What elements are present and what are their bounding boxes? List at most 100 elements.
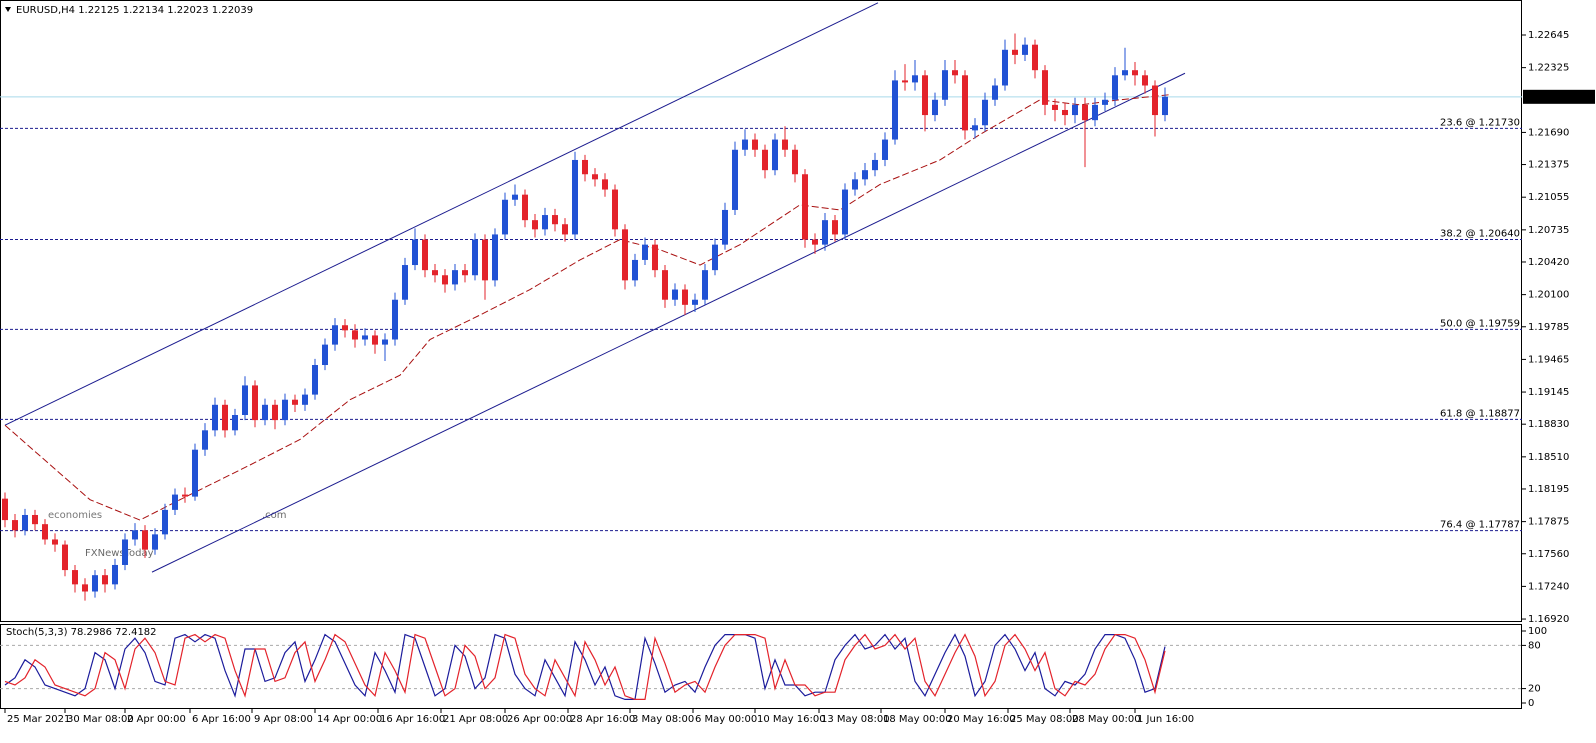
candle-body [1022,44,1028,55]
candle-body [232,415,238,431]
candle-body [832,220,838,235]
candle-body [1012,49,1018,55]
y-tick-label: 1.21375 [1528,160,1569,171]
candle-body [752,139,758,150]
header-arrow [5,7,11,12]
x-tick-label: 25 May 08:00 [1010,714,1079,725]
candle-body [1062,109,1068,116]
candle-body [592,174,598,180]
candle-body [132,530,138,540]
candle-body [1042,70,1048,105]
x-tick-label: 6 May 00:00 [695,714,757,725]
candle-body [742,139,748,150]
trend-line [4,2,879,426]
candle-body [932,99,938,116]
main-pane-frame [0,0,1522,622]
stoch-pane-frame [0,624,1522,709]
candle-body [412,239,418,266]
candle-body [202,430,208,450]
candle-body [2,498,8,521]
y-tick-label: 1.18195 [1528,484,1569,495]
candle-body [692,299,698,305]
y-tick-label: 100 [1528,626,1547,637]
x-tick-label: 16 Apr 16:00 [380,714,445,725]
y-tick-label: 1.22325 [1528,63,1569,74]
candle-body [852,179,858,190]
level-label: 23.6 @ 1.21730 [1440,117,1520,128]
candle-body [1002,49,1008,86]
candle-body [352,330,358,340]
candle-body [1102,99,1108,105]
candle-body [192,449,198,497]
candle-body [702,270,708,300]
x-tick-label: 25 Mar 2021 [7,714,70,725]
candle-body [1112,75,1118,100]
candle-body [772,139,778,171]
y-tick-label: 1.18830 [1528,419,1569,430]
candle-body [952,70,958,76]
candle-body [92,575,98,592]
y-tick-label: 80 [1528,640,1541,651]
y-tick-label: 1.21055 [1528,192,1569,203]
stoch-line [4,633,1166,701]
candle-body [682,289,688,305]
candle-body [332,325,338,345]
candle-body [672,289,678,300]
candle-body [902,80,908,83]
candle-body [1122,70,1128,76]
candle-body [402,265,408,300]
candle-body [222,404,228,431]
candle-body [792,149,798,175]
chart-title: EURUSD,H4 1.22125 1.22134 1.22023 1.2203… [16,5,253,16]
candle-body [252,385,258,421]
y-tick-label: 1.21690 [1528,127,1569,138]
candle-body [272,404,278,421]
y-tick-label: 1.22645 [1528,30,1569,41]
candle-body [812,239,818,245]
candle-body [552,215,558,225]
candle-body [1092,104,1098,121]
candle-body [1162,96,1168,116]
candle-body [22,514,28,531]
y-tick-label: 0 [1528,698,1534,709]
watermark-text: .com [262,510,287,521]
y-tick-label: 1.18510 [1528,452,1569,463]
candle-body [212,404,218,431]
y-tick-label: 1.17560 [1528,549,1569,560]
x-tick-label: 9 Apr 08:00 [254,714,313,725]
candle-body [42,524,48,540]
candle-body [512,194,518,200]
candle-body [392,299,398,340]
stoch-line [4,633,1166,701]
level-label: 76.4 @ 1.17787 [1440,520,1520,531]
candle-body [912,75,918,83]
candle-body [732,149,738,210]
stoch-title: Stoch(5,3,3) 78.2986 72.4182 [6,627,157,638]
candle-body [62,544,68,571]
candle-body [142,530,148,550]
candle-body [162,509,168,535]
candle-body [342,325,348,331]
y-tick-label: 1.20420 [1528,257,1569,268]
candle-body [582,159,588,175]
candle-body [242,385,248,416]
candle-body [1152,85,1158,116]
candle-body [72,570,78,585]
candle-body [962,75,968,131]
watermark-text: economies [48,510,102,521]
x-tick-label: 28 Apr 16:00 [570,714,635,725]
candle-body [1052,104,1058,110]
y-tick-label: 20 [1528,684,1541,695]
x-tick-label: 21 Apr 08:00 [443,714,508,725]
level-label: 38.2 @ 1.20640 [1440,229,1520,240]
candle-body [622,229,628,281]
candle-body [862,170,868,180]
candle-body [602,179,608,190]
candle-body [882,139,888,160]
candle-body [802,174,808,240]
candle-body [102,575,108,585]
candle-body [82,584,88,592]
watermark-text: FXNewsToday [85,548,154,559]
candle-body [1072,104,1078,116]
